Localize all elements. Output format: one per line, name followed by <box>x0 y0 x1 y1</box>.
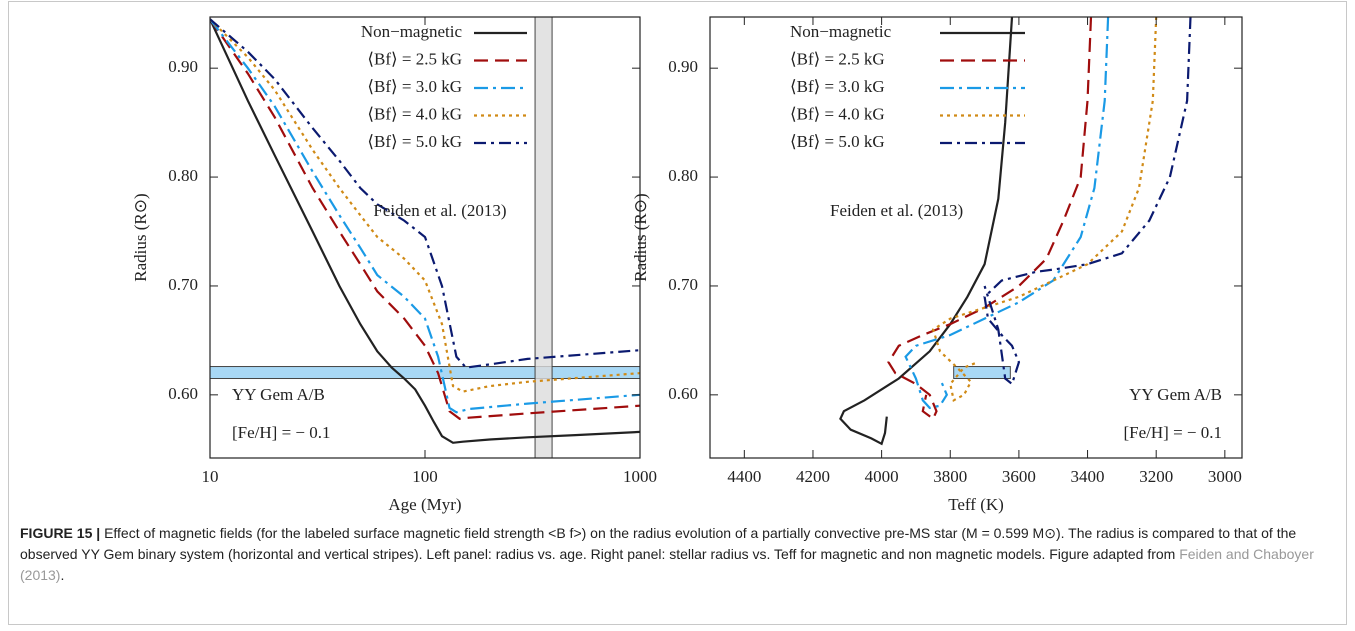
series-line <box>210 18 640 444</box>
x-tick-label: 3600 <box>1002 467 1036 486</box>
y-tick-label: 0.80 <box>668 166 698 185</box>
series-line <box>210 18 640 393</box>
annotation: [Fe/H] = − 0.1 <box>232 423 331 442</box>
axes-frame <box>709 16 1243 459</box>
y-tick-label: 0.60 <box>168 384 198 403</box>
y-axis-label: Radius (R⊙) <box>131 193 150 281</box>
plot-area <box>839 17 1192 446</box>
series-line <box>887 17 1093 421</box>
series-line <box>904 17 1110 410</box>
y-tick-label: 0.70 <box>168 275 198 294</box>
legend-label: Non−magnetic <box>790 22 892 41</box>
legend-label: ⟨Bf⟩ = 5.0 kG <box>790 132 885 151</box>
x-tick-label: 3400 <box>1071 467 1105 486</box>
annotation: YY Gem A/B <box>1129 385 1222 404</box>
caption: FIGURE 15 | Effect of magnetic fields (f… <box>20 523 1335 586</box>
y-axis-label: Radius (R⊙) <box>631 193 650 281</box>
series-line <box>839 17 1014 446</box>
x-axis-label: Teff (K) <box>948 495 1004 514</box>
x-axis-label: Age (Myr) <box>388 495 461 514</box>
legend-label: ⟨Bf⟩ = 3.0 kG <box>367 77 462 96</box>
observed-box <box>953 366 1011 380</box>
legend-label: Non−magnetic <box>361 22 463 41</box>
annotation: YY Gem A/B <box>232 385 325 404</box>
x-tick-label: 3000 <box>1208 467 1242 486</box>
legend-label: ⟨Bf⟩ = 4.0 kG <box>790 104 885 123</box>
legend-label: ⟨Bf⟩ = 5.0 kG <box>367 132 462 151</box>
figure: 10 100 1000 0.60 0.70 0.80 0.90 Age (Myr) Radius… <box>131 16 1243 514</box>
annotation: Feiden et al. (2013) <box>373 201 506 220</box>
x-tick-label: 3800 <box>933 467 967 486</box>
series-line <box>210 18 640 369</box>
y-tick-label: 0.70 <box>668 275 698 294</box>
x-tick-label: 10 <box>202 467 219 486</box>
caption-end: . <box>60 567 65 583</box>
x-tick-label: 4200 <box>796 467 830 486</box>
x-tick-label: 100 <box>412 467 438 486</box>
legend-label: ⟨Bf⟩ = 3.0 kG <box>790 77 885 96</box>
series-line <box>931 17 1158 402</box>
series-line <box>983 17 1192 386</box>
y-tick-label: 0.60 <box>668 384 698 403</box>
caption-text: Effect of magnetic fields (for the label… <box>20 525 1297 562</box>
plot-area <box>210 17 640 458</box>
series-line <box>210 18 640 420</box>
y-tick-label: 0.90 <box>168 57 198 76</box>
vertical-stripe <box>534 17 553 458</box>
legend-label: ⟨Bf⟩ = 2.5 kG <box>790 49 885 68</box>
caption-link[interactable]: Feiden and Chaboyer (2013) <box>20 546 1314 583</box>
figure-frame <box>8 1 1347 625</box>
y-tick-label: 0.80 <box>168 166 198 185</box>
caption-label: FIGURE 15 | <box>20 525 101 541</box>
x-tick-label: 4000 <box>865 467 899 486</box>
horizontal-stripe <box>210 366 640 380</box>
x-tick-label: 1000 <box>623 467 657 486</box>
x-tick-label: 3200 <box>1139 467 1173 486</box>
legend-label: ⟨Bf⟩ = 2.5 kG <box>367 49 462 68</box>
annotation: [Fe/H] = − 0.1 <box>1124 423 1223 442</box>
annotation: Feiden et al. (2013) <box>830 201 963 220</box>
x-tick-label: 4400 <box>727 467 761 486</box>
y-tick-label: 0.90 <box>668 57 698 76</box>
series-line <box>210 18 640 414</box>
legend-label: ⟨Bf⟩ = 4.0 kG <box>367 104 462 123</box>
